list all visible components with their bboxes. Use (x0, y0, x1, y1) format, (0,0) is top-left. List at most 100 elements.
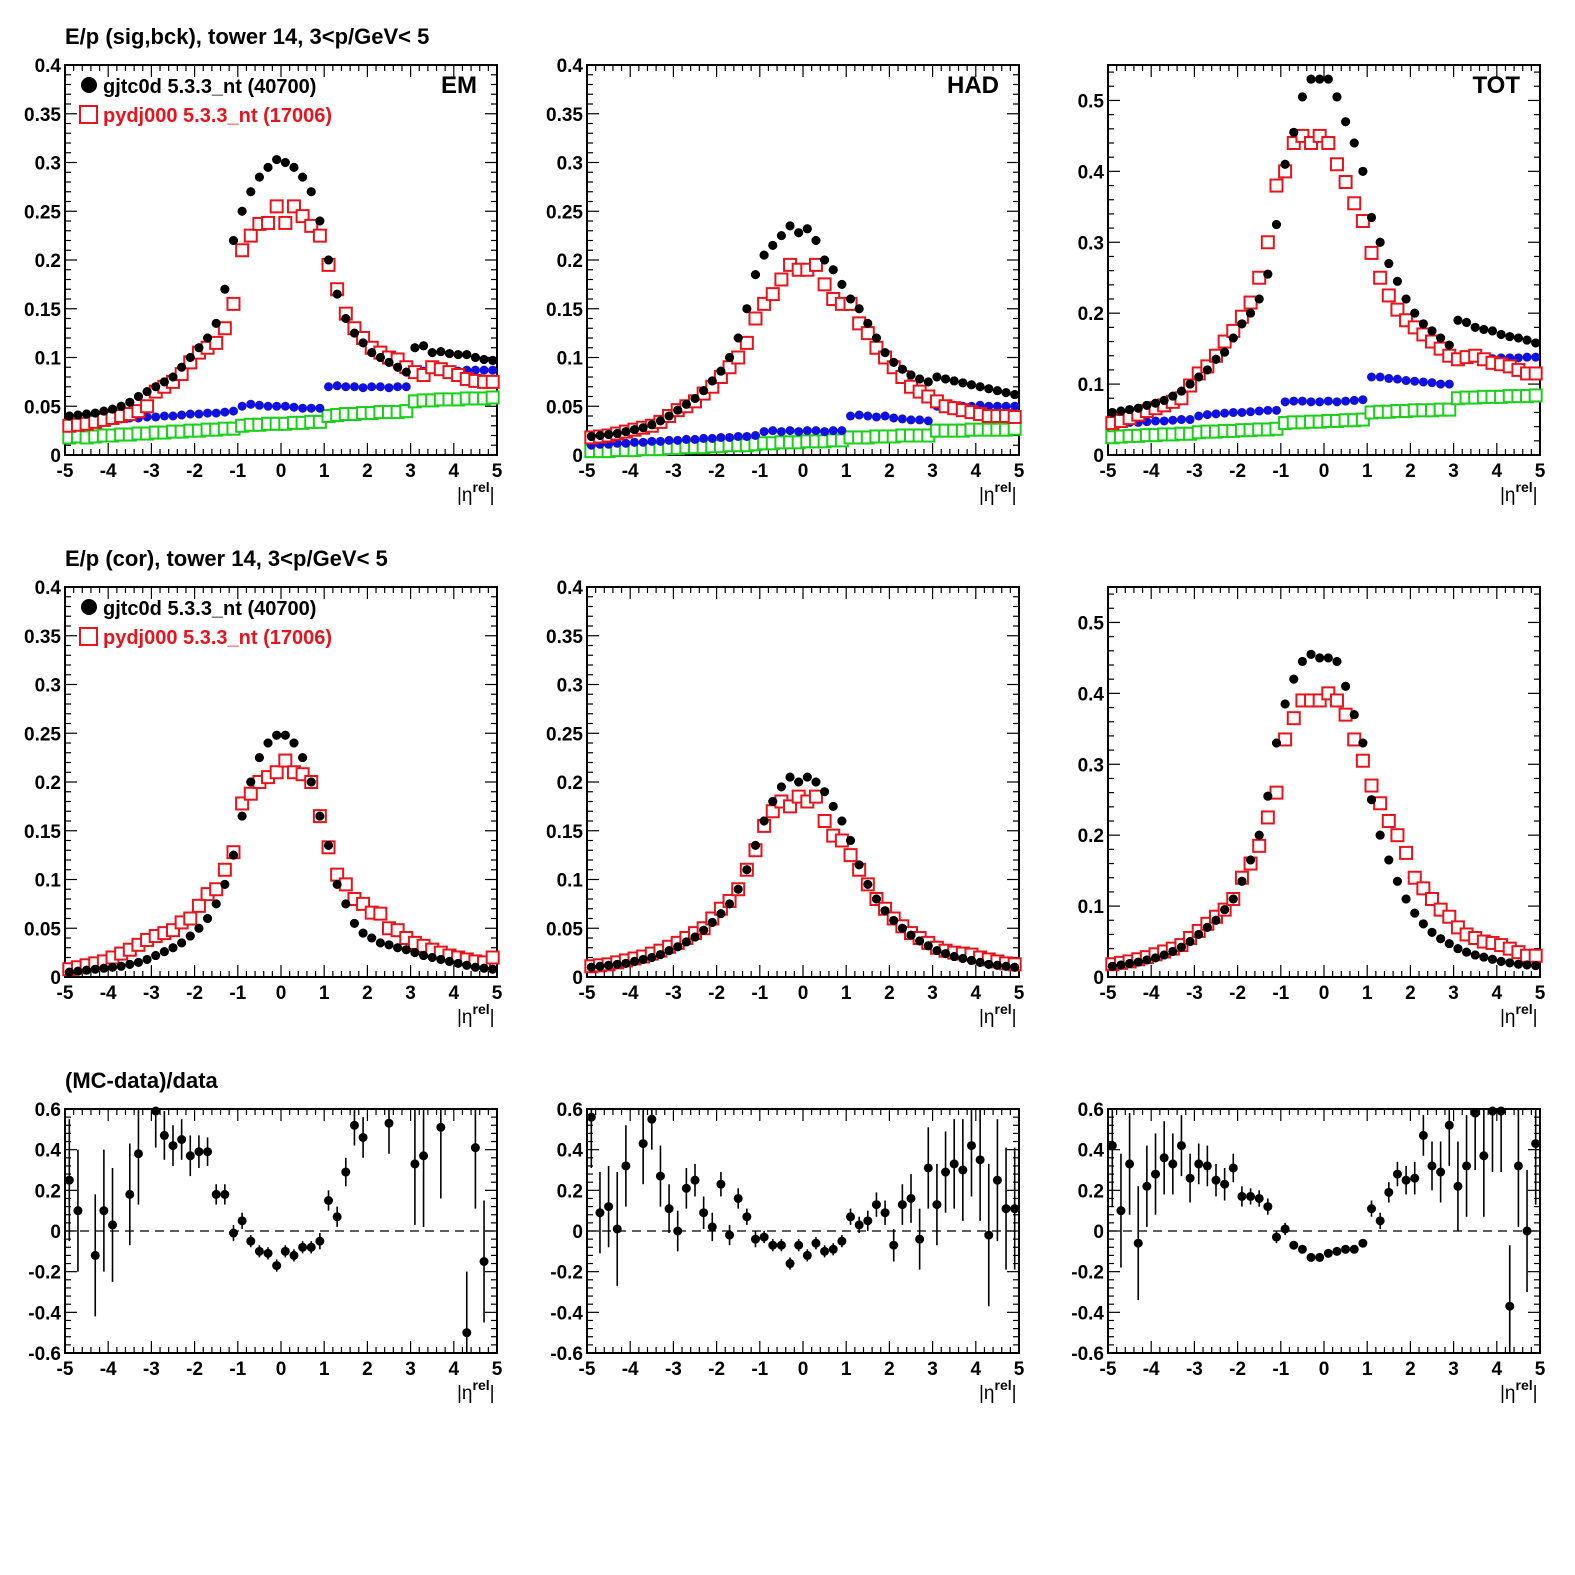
x-axis-label: |ηrel| (979, 479, 1017, 506)
data-point (159, 1130, 169, 1140)
data-point (880, 348, 890, 358)
data-point (1194, 1159, 1204, 1169)
panel-had-cor: -5 -4 -3 -2 -1 0 1 2 3 4 5|ηrel| 0 0.05 0.1 0.15 0.2 0.2… (546, 578, 1025, 1028)
y-tick-label: 0 (50, 968, 61, 989)
data-point (1254, 294, 1264, 304)
data-point (828, 426, 838, 436)
data-point (1001, 388, 1011, 398)
data-point (358, 1132, 368, 1142)
panel-had-ratio: -5 -4 -3 -2 -1 0 1 2 3 4 5|ηrel| -0.6 -0.4 -0.2 0 0.2 0.… (550, 1100, 1024, 1404)
data-point-square (1329, 693, 1344, 708)
data-point (716, 909, 726, 919)
data-point (742, 1212, 752, 1222)
x-axis-label: |ηrel| (979, 1377, 1017, 1404)
x-tick-label: 1 (841, 983, 852, 1004)
data-point (332, 1212, 342, 1222)
row-3-title: (MC-data)/data (65, 1068, 219, 1093)
y-tick-label: 0.3 (35, 676, 61, 697)
data-point-square (312, 228, 327, 243)
legend-row-1: gjtc0d 5.3.3_nt (40700) pydj000 5.3.3_nt… (79, 76, 332, 127)
data-point (64, 1175, 74, 1185)
data-point (1375, 830, 1385, 840)
y-tick-label: 0.3 (557, 676, 583, 697)
y-tick-label: 0.4 (1078, 684, 1105, 705)
data-point (73, 1206, 83, 1216)
data-point (99, 406, 109, 416)
data-point (1263, 405, 1273, 415)
data-point (1487, 1106, 1497, 1116)
y-tick-label: 0.6 (35, 1100, 61, 1121)
data-point (315, 216, 325, 226)
data-point (992, 1175, 1002, 1185)
data-point (923, 941, 933, 951)
data-point-square (1373, 270, 1388, 285)
data-point-square (739, 335, 754, 350)
x-tick-label: 5 (1014, 461, 1025, 482)
data-point (1470, 322, 1480, 332)
data-point (984, 384, 994, 394)
legend-mc-marker (79, 105, 98, 124)
data-point-square (243, 786, 258, 801)
data-point (854, 304, 864, 314)
series-data-overlay (64, 730, 498, 977)
row-1-title: E/p (sig,bck), tower 14, 3<p/GeV< 5 (65, 24, 429, 49)
data-point (664, 1204, 674, 1214)
data-point (759, 1232, 769, 1242)
data-point (151, 1106, 161, 1116)
data-point (1531, 1139, 1541, 1149)
data-point (108, 962, 118, 972)
x-tick-label: -2 (708, 1359, 725, 1380)
x-tick-label: -5 (1100, 983, 1117, 1004)
data-point (1349, 138, 1359, 148)
data-point (949, 376, 959, 386)
data-point (1341, 396, 1351, 406)
data-point (332, 381, 342, 391)
data-point (966, 380, 976, 390)
data-point (168, 943, 178, 953)
data-point (768, 240, 778, 250)
x-tick-label: 2 (1405, 1359, 1416, 1380)
data-point-square (1390, 302, 1405, 317)
data-point (1513, 333, 1523, 343)
data-point (1107, 961, 1117, 971)
x-tick-label: -1 (751, 1359, 768, 1380)
data-point (906, 1193, 916, 1203)
data-point (664, 946, 674, 956)
data-point (462, 350, 472, 360)
data-point (228, 850, 238, 860)
series-unnamed-0 (1107, 1106, 1541, 1353)
data-point (1211, 915, 1221, 925)
row-2-title: E/p (cor), tower 14, 3<p/GeV< 5 (65, 546, 388, 571)
data-point (1341, 681, 1351, 691)
data-point (1367, 795, 1377, 805)
x-tick-label: -5 (1100, 461, 1117, 482)
data-point-square (1399, 845, 1414, 860)
data-point (915, 374, 925, 384)
x-tick-label: 0 (1319, 983, 1330, 1004)
data-point (604, 430, 614, 440)
x-tick-label: -4 (1143, 461, 1160, 482)
data-point (1427, 1161, 1437, 1171)
data-point (289, 402, 299, 412)
y-tick-label: 0.1 (35, 349, 62, 370)
data-point-square (765, 287, 780, 302)
data-point (1271, 738, 1281, 748)
data-point (444, 349, 454, 359)
data-point (263, 1248, 273, 1258)
data-point (707, 433, 717, 443)
data-point (958, 378, 968, 388)
data-point-square (1425, 892, 1439, 906)
y-tick-label: 0.1 (1078, 375, 1105, 396)
data-point (854, 1220, 864, 1230)
data-point (1194, 929, 1204, 939)
data-point (1228, 333, 1238, 343)
data-point (837, 1236, 847, 1246)
data-point (462, 1328, 472, 1338)
data-point (203, 1147, 213, 1157)
x-tick-label: -1 (1272, 1359, 1289, 1380)
data-point (673, 1226, 683, 1236)
data-point (1289, 127, 1299, 137)
data-point (673, 435, 683, 445)
y-tick-label: 0.3 (35, 154, 61, 175)
data-point (966, 955, 976, 965)
